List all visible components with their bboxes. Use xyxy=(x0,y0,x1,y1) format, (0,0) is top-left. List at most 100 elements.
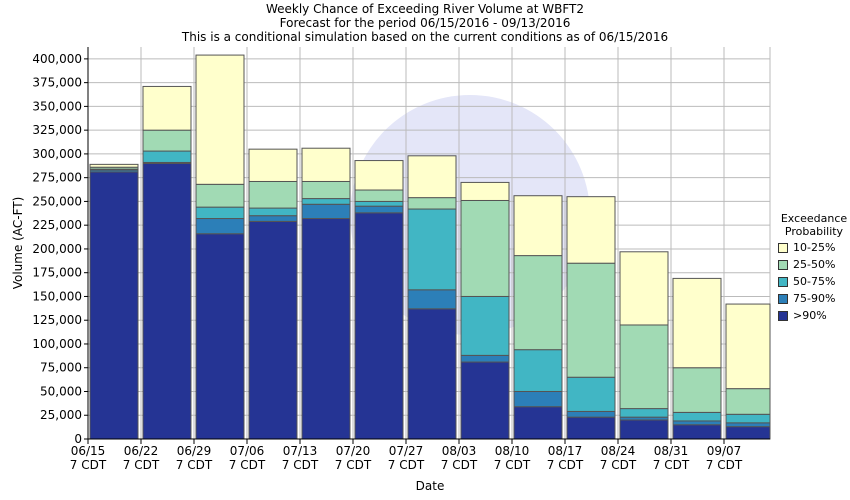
bar-segment-2550 xyxy=(460,199,510,297)
bar-segment-2550 xyxy=(301,180,351,200)
bar-segment-90 xyxy=(672,424,722,440)
x-tick-label: 07/20 xyxy=(336,444,371,458)
bar-segment-5075 xyxy=(301,198,351,205)
bar-segment-90 xyxy=(407,308,457,440)
legend-swatch xyxy=(778,276,788,287)
bar-segment-90 xyxy=(301,218,351,440)
bar-segment-5075 xyxy=(142,150,192,163)
x-axis-label: Date xyxy=(416,479,445,493)
legend-title-1: Exceedance xyxy=(780,212,848,225)
x-tick-sublabel: 7 CDT xyxy=(123,458,160,472)
y-tick-label: 250,000 xyxy=(32,194,82,208)
bar-segment-90 xyxy=(142,162,192,440)
bar-segment-7590 xyxy=(354,205,404,214)
y-tick-label: 150,000 xyxy=(32,289,82,303)
bar-segment-7590 xyxy=(407,289,457,310)
x-tick-label: 07/13 xyxy=(283,444,318,458)
bar-segment-1025 xyxy=(672,277,722,369)
bar-segment-90 xyxy=(248,220,298,440)
y-tick-label: 400,000 xyxy=(32,52,82,66)
legend-label: 50-75% xyxy=(793,275,836,288)
bar-segment-2550 xyxy=(725,388,771,415)
bar-segment-2550 xyxy=(142,129,192,152)
bar-segment-7590 xyxy=(566,410,616,418)
bar-segment-5075 xyxy=(619,408,669,418)
bar-segment-90 xyxy=(725,426,771,440)
x-tick-label: 07/27 xyxy=(389,444,424,458)
bar-segment-1025 xyxy=(460,181,510,201)
bar-segment-5075 xyxy=(248,207,298,217)
chart-subtitle: Forecast for the period 06/15/2016 - 09/… xyxy=(279,16,571,30)
x-tick-sublabel: 7 CDT xyxy=(335,458,372,472)
bar-segment-7590 xyxy=(248,215,298,222)
bar-segment-5075 xyxy=(566,376,616,412)
bar-segment-7590 xyxy=(301,203,351,220)
bar-segment-1025 xyxy=(354,160,404,191)
bar-segment-2550 xyxy=(672,367,722,413)
bar-segment-90 xyxy=(513,406,563,440)
bar-segment-5075 xyxy=(407,208,457,291)
bar-segment-7590 xyxy=(195,218,245,235)
x-tick-sublabel: 7 CDT xyxy=(176,458,213,472)
chart-subtitle-2: This is a conditional simulation based o… xyxy=(181,30,669,44)
x-tick-label: 08/03 xyxy=(442,444,477,458)
x-tick-label: 08/31 xyxy=(654,444,689,458)
y-axis-label: Volume (AC-FT) xyxy=(11,197,25,290)
y-tick-label: 100,000 xyxy=(32,337,82,351)
bar-segment-7590 xyxy=(725,422,771,428)
bar-segment-2550 xyxy=(195,183,245,208)
bar-segment-1025 xyxy=(407,155,457,199)
legend-item: 75-90% xyxy=(778,291,850,306)
x-tick-label: 08/24 xyxy=(601,444,636,458)
bar-segment-2550 xyxy=(566,262,616,378)
legend-swatch xyxy=(778,293,788,304)
legend-swatch xyxy=(778,259,788,270)
bar-segment-1025 xyxy=(248,148,298,182)
x-tick-label: 09/07 xyxy=(707,444,742,458)
bar-segment-1025 xyxy=(142,85,192,131)
legend-item: 50-75% xyxy=(778,274,850,289)
bar-segment-2550 xyxy=(619,324,669,410)
legend: Exceedance Probability 10-25% 25-50% 50-75… xyxy=(778,212,850,323)
legend-swatch xyxy=(778,242,788,253)
bar-segment-90 xyxy=(89,171,139,440)
x-tick-sublabel: 7 CDT xyxy=(706,458,743,472)
y-tick-label: 225,000 xyxy=(32,218,82,232)
legend-label: 10-25% xyxy=(793,241,836,254)
bar-segment-1025 xyxy=(725,303,771,390)
y-tick-label: 200,000 xyxy=(32,242,82,256)
bar-segment-1025 xyxy=(301,147,351,182)
bar-segment-2550 xyxy=(407,197,457,210)
x-tick-sublabel: 7 CDT xyxy=(494,458,531,472)
x-tick-label: 08/10 xyxy=(495,444,530,458)
x-tick-sublabel: 7 CDT xyxy=(653,458,690,472)
x-tick-sublabel: 7 CDT xyxy=(282,458,319,472)
bar-segment-90 xyxy=(619,419,669,440)
x-tick-label: 06/15 xyxy=(71,444,106,458)
y-tick-label: 300,000 xyxy=(32,147,82,161)
bar-segment-5075 xyxy=(354,200,404,207)
y-tick-label: 75,000 xyxy=(40,361,82,375)
bar-segment-5075 xyxy=(460,295,510,356)
legend-label: 25-50% xyxy=(793,258,836,271)
bar-segment-5075 xyxy=(672,411,722,422)
x-tick-label: 07/06 xyxy=(230,444,265,458)
bar-segment-5075 xyxy=(725,413,771,424)
y-tick-label: 175,000 xyxy=(32,266,82,280)
y-tick-label: 50,000 xyxy=(40,384,82,398)
bar-segment-7590 xyxy=(513,390,563,408)
bar-segment-2550 xyxy=(513,255,563,351)
bar-segment-90 xyxy=(566,416,616,440)
bar-segment-90 xyxy=(460,361,510,440)
x-tick-sublabel: 7 CDT xyxy=(388,458,425,472)
x-tick-label: 06/29 xyxy=(177,444,212,458)
x-tick-label: 08/17 xyxy=(548,444,583,458)
bar-segment-7590 xyxy=(460,354,510,363)
legend-swatch xyxy=(778,310,788,321)
y-tick-label: 125,000 xyxy=(32,313,82,327)
legend-item: 25-50% xyxy=(778,257,850,272)
bar-segment-5075 xyxy=(513,349,563,392)
x-tick-label: 06/22 xyxy=(124,444,159,458)
bar-segment-1025 xyxy=(195,54,245,185)
